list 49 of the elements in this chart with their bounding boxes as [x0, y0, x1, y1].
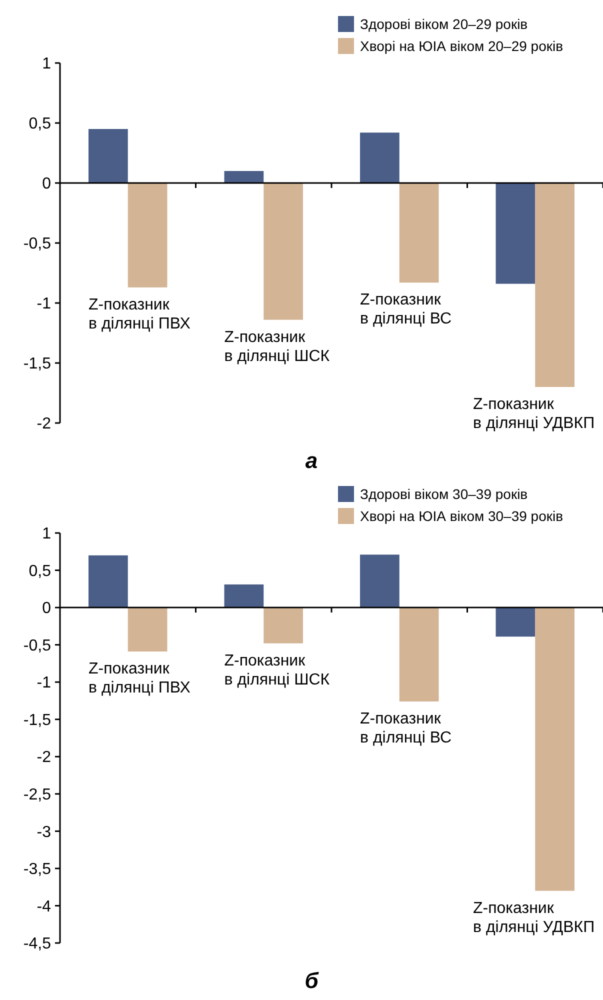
bar	[88, 555, 128, 608]
y-tick-label: -0,5	[23, 236, 52, 253]
y-tick-label: -0,5	[23, 637, 52, 654]
y-tick-label: -1,5	[23, 356, 52, 373]
bar	[128, 183, 168, 288]
x-tick-label: Z-показник в ділянці ВС	[360, 292, 452, 328]
bar	[224, 584, 264, 608]
bar	[496, 183, 536, 284]
x-tick-label: Z-показник в ділянці ПВХ	[88, 296, 191, 332]
y-tick-label: -4	[36, 898, 52, 916]
bar	[264, 608, 303, 644]
y-tick-label: 0	[42, 176, 52, 193]
bar	[128, 608, 168, 652]
y-tick-label: -2,5	[23, 786, 52, 804]
bar	[535, 608, 574, 891]
x-tick-label: Z-показник в ділянці УДВКП	[473, 900, 595, 936]
bar	[88, 129, 128, 183]
bar	[399, 608, 439, 702]
x-tick-label: Z-показник в ділянці УДВКП	[473, 396, 595, 432]
y-tick-label: -3,5	[23, 861, 52, 878]
bar	[360, 132, 400, 183]
y-tick-label: 1	[42, 56, 52, 73]
x-tick-label: Z-показник в ділянці ШСК	[224, 652, 330, 688]
bar	[224, 171, 264, 183]
text: а	[305, 448, 318, 473]
legend-label: Здорові віком 20–29 років	[360, 16, 528, 32]
y-tick-label: -3	[36, 824, 52, 841]
legend-label: Хворі на ЮІА віком 30–39 років	[360, 508, 564, 524]
bar	[535, 183, 574, 387]
x-tick-label: Z-показник в ділянці ВС	[360, 710, 452, 746]
y-tick-label: 0,5	[28, 562, 52, 580]
legend-label: Здорові віком 30–39 років	[360, 486, 528, 502]
bar	[496, 608, 536, 637]
bar	[264, 183, 303, 320]
y-tick-label: -1	[36, 296, 52, 313]
x-tick-label: Z-показник в ділянці ПВХ	[88, 660, 191, 697]
y-tick-label: 1	[42, 526, 52, 543]
y-tick-label: 0	[42, 600, 52, 618]
y-tick-label: -4,5	[23, 936, 52, 953]
y-tick-label: -1,5	[23, 712, 52, 729]
text: б	[304, 968, 320, 993]
x-tick-label: Z-показник в ділянці ШСК	[224, 328, 330, 365]
y-tick-label: -2	[36, 749, 52, 766]
bar	[360, 554, 400, 608]
legend-label: Хворі на ЮІА віком 20–29 років	[360, 38, 564, 54]
y-tick-label: -2	[36, 416, 52, 433]
y-tick-label: -1	[36, 674, 52, 692]
bar	[399, 183, 439, 283]
y-tick-label: 0,5	[28, 116, 52, 133]
